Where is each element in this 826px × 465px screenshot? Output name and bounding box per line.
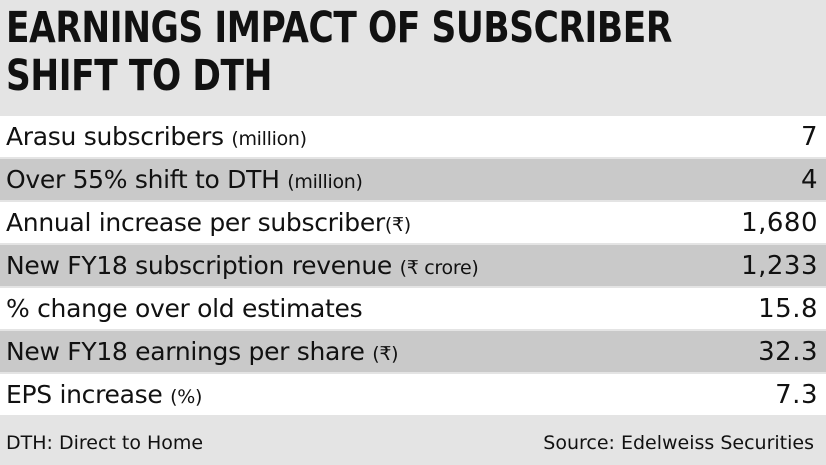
row-value: 1,233 <box>741 250 818 281</box>
row-label: Arasu subscribers (million) <box>6 122 307 151</box>
row-value: 1,680 <box>741 207 818 238</box>
data-table: Arasu subscribers (million) 7 Over 55% s… <box>0 114 826 415</box>
row-label: Annual increase per subscriber(₹) <box>6 208 411 237</box>
row-label-text: Arasu subscribers <box>6 122 224 151</box>
row-label-text: EPS increase <box>6 380 163 409</box>
footer: DTH: Direct to Home Source: Edelweiss Se… <box>6 428 814 458</box>
row-unit: (₹) <box>372 343 399 365</box>
row-unit: (₹ crore) <box>399 257 479 279</box>
source-credit: Source: Edelweiss Securities <box>543 432 814 454</box>
title-line-1: EARNINGS IMPACT OF SUBSCRIBER <box>6 3 672 53</box>
row-value: 7 <box>800 121 818 152</box>
row-label: New FY18 subscription revenue (₹ crore) <box>6 251 479 280</box>
table-row: New FY18 earnings per share (₹) 32.3 <box>0 329 826 372</box>
row-label: EPS increase (%) <box>6 380 202 409</box>
row-unit: (₹) <box>384 214 411 236</box>
row-label: % change over old estimates <box>6 294 363 323</box>
table-row: Over 55% shift to DTH (million) 4 <box>0 157 826 200</box>
row-value: 15.8 <box>758 293 818 324</box>
row-unit: (million) <box>287 171 363 193</box>
row-label-text: New FY18 subscription revenue <box>6 251 392 280</box>
footnote: DTH: Direct to Home <box>6 432 204 454</box>
chart-title: EARNINGS IMPACT OF SUBSCRIBER SHIFT TO D… <box>6 4 672 101</box>
table-row: New FY18 subscription revenue (₹ crore) … <box>0 243 826 286</box>
row-label: Over 55% shift to DTH (million) <box>6 165 363 194</box>
row-label-text: New FY18 earnings per share <box>6 337 365 366</box>
row-label-text: % change over old estimates <box>6 294 363 323</box>
row-unit: (%) <box>170 386 203 408</box>
table-row: EPS increase (%) 7.3 <box>0 372 826 415</box>
row-value: 4 <box>800 164 818 195</box>
table-row: % change over old estimates 15.8 <box>0 286 826 329</box>
row-label-text: Over 55% shift to DTH <box>6 165 280 194</box>
row-label: New FY18 earnings per share (₹) <box>6 337 399 366</box>
row-unit: (million) <box>231 128 307 150</box>
table-row: Arasu subscribers (million) 7 <box>0 114 826 157</box>
row-value: 32.3 <box>758 336 818 367</box>
row-value: 7.3 <box>775 379 818 410</box>
title-line-2: SHIFT TO DTH <box>6 51 272 101</box>
table-row: Annual increase per subscriber(₹) 1,680 <box>0 200 826 243</box>
row-label-text: Annual increase per subscriber <box>6 208 385 237</box>
